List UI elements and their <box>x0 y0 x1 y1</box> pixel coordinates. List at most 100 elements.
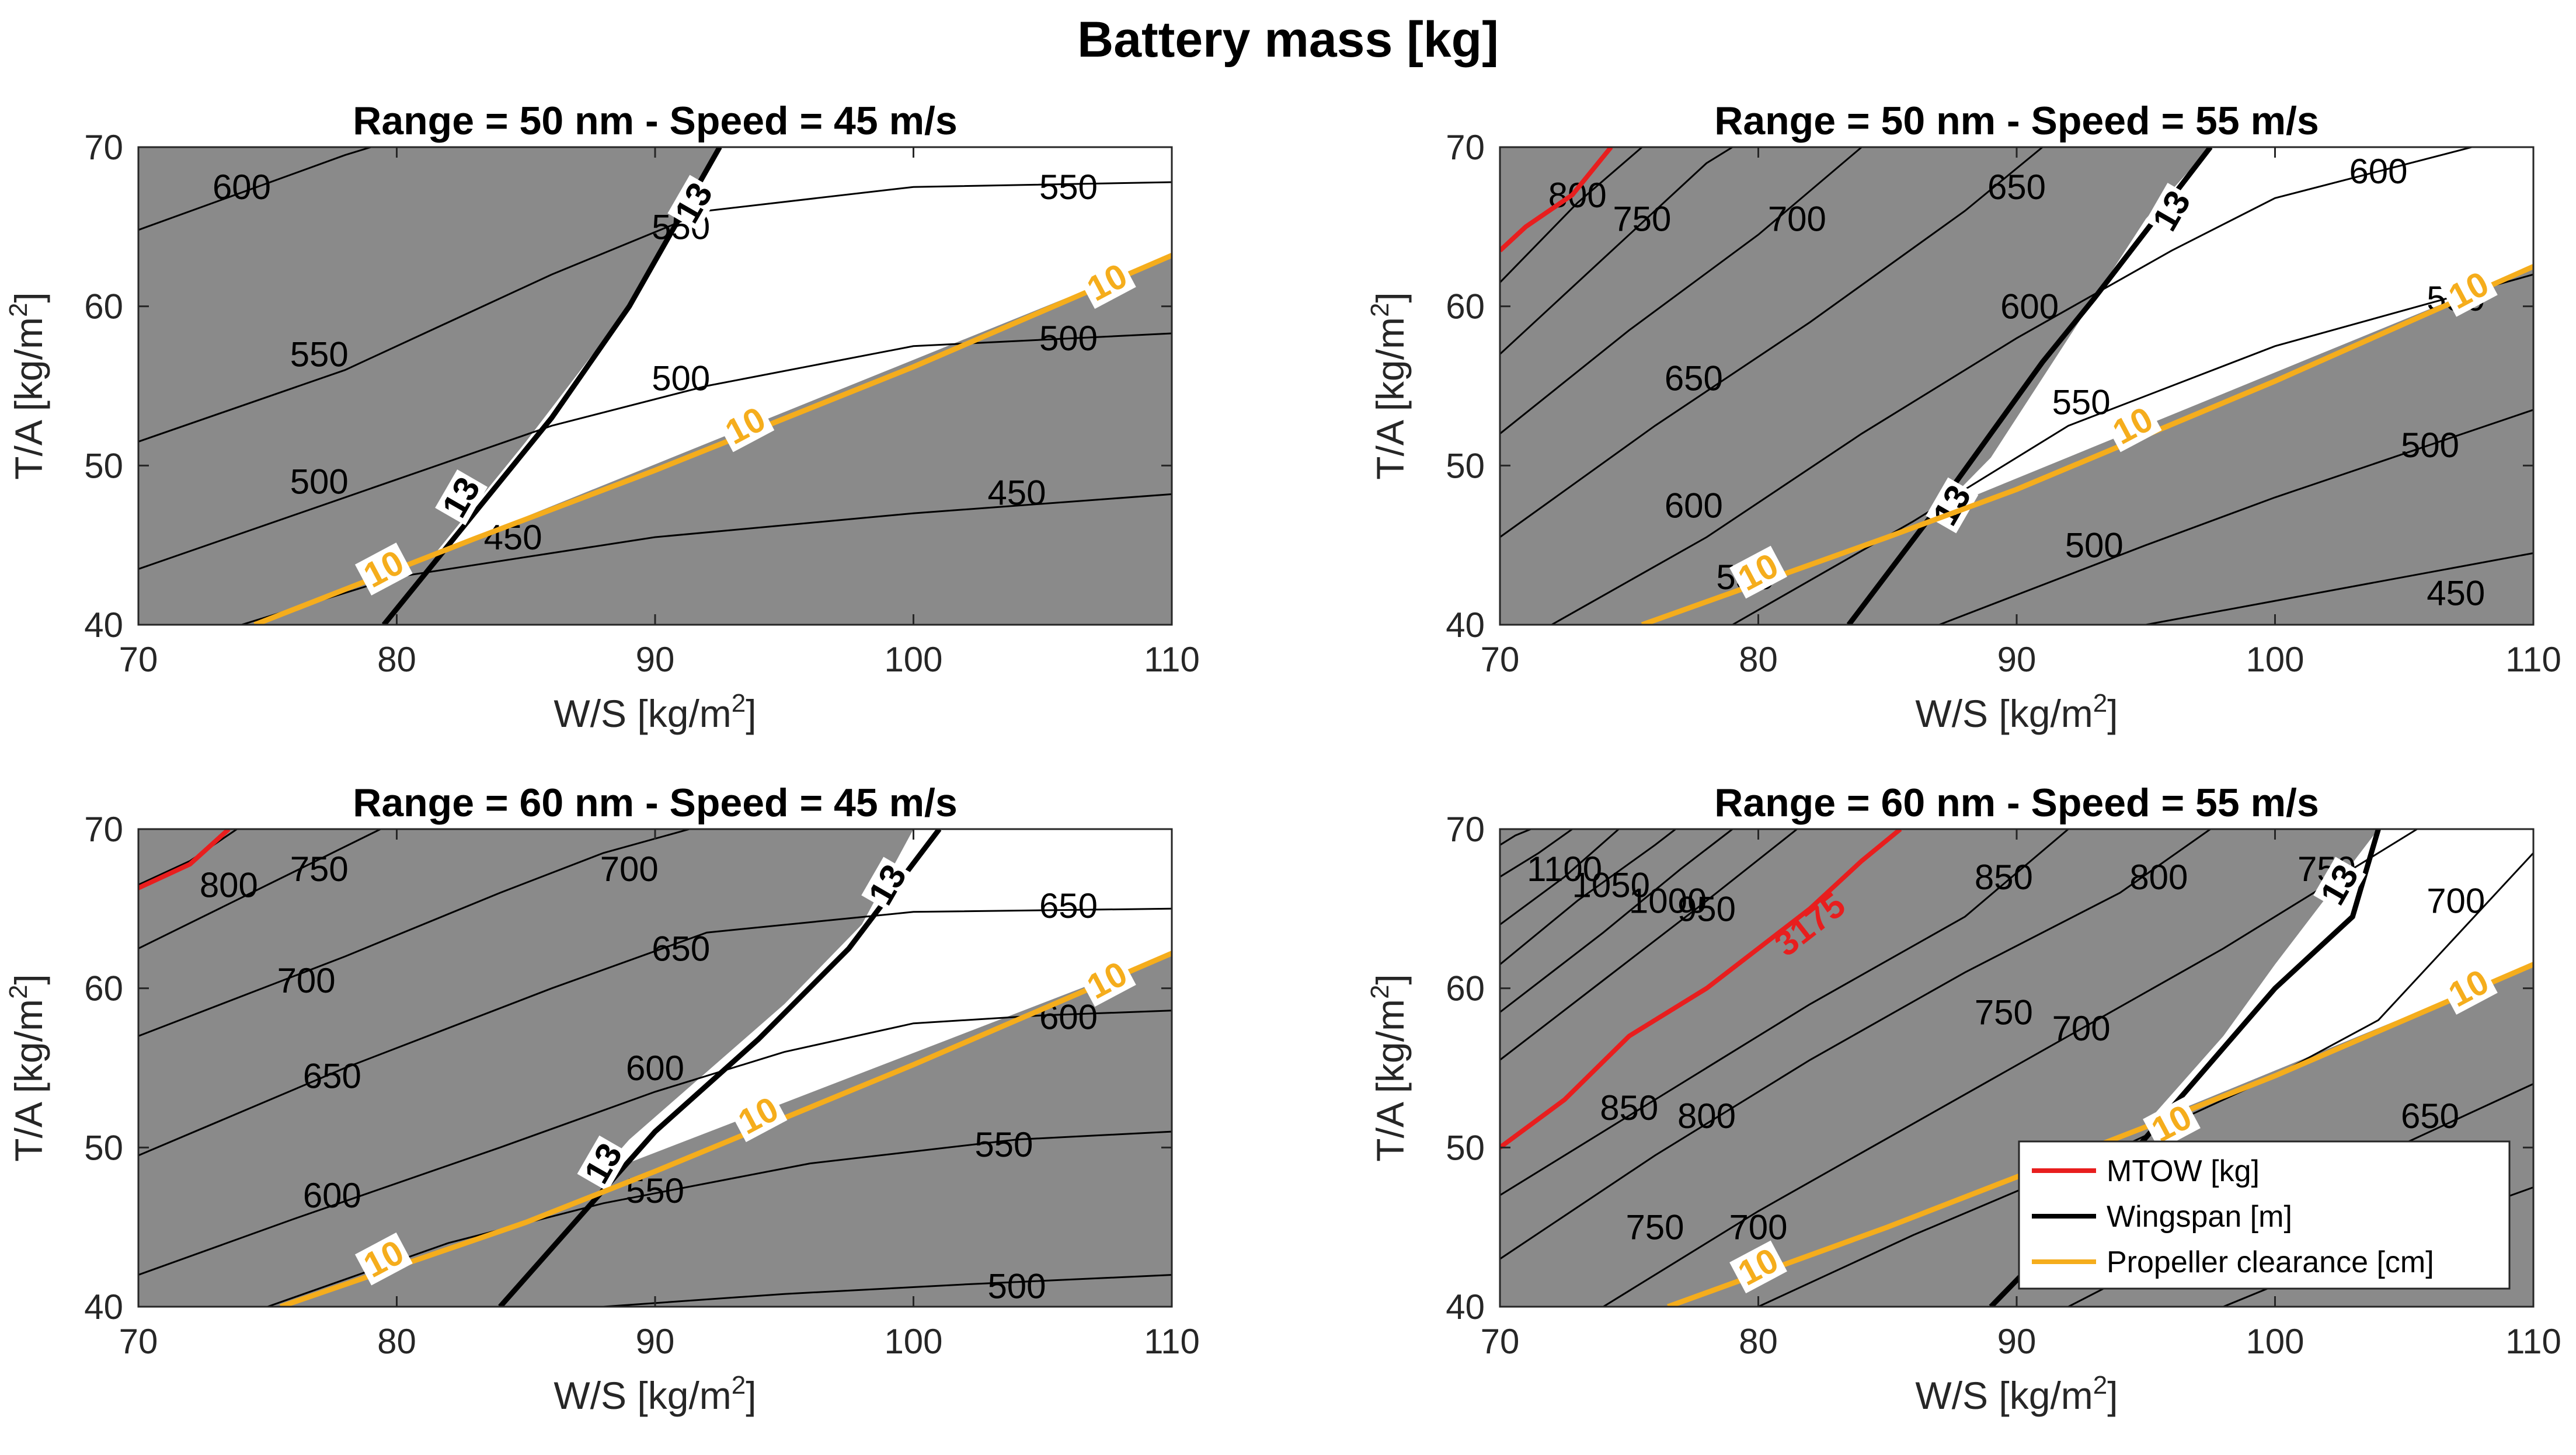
figure-title: Battery mass [kg] <box>1077 12 1499 68</box>
contour-label: 650 <box>1665 358 1723 398</box>
contour-label: 600 <box>303 1176 361 1215</box>
contour-label: 800 <box>200 865 258 904</box>
contour-label: 650 <box>1987 168 2046 207</box>
contour-label: 500 <box>2065 526 2124 565</box>
contour-line-800 <box>1500 147 1643 283</box>
contour-label: 650 <box>303 1057 361 1096</box>
contour-label: 550 <box>2052 382 2111 422</box>
contour-line-600 <box>138 147 374 231</box>
contour-line-800 <box>138 829 239 886</box>
contour-label: 450 <box>987 474 1046 513</box>
y-tick-label: 70 <box>84 128 123 167</box>
y-tick-label: 50 <box>1446 1128 1485 1167</box>
contour-label: 750 <box>290 850 349 889</box>
y-axis-label: T/A [kg/m2] <box>1366 292 1412 480</box>
contour-label: 500 <box>290 462 349 502</box>
panel-4: 6006507007007007507507508008008508509501… <box>1366 781 2561 1417</box>
wingspan-label-bg <box>2313 857 2366 913</box>
x-tick-label: 70 <box>119 1322 158 1361</box>
x-axis-label: W/S [kg/m2] <box>554 689 756 735</box>
contour-label: 550 <box>290 335 349 374</box>
y-axis-label: T/A [kg/m2] <box>4 292 50 480</box>
wingspan-label-bg <box>2145 183 2198 239</box>
contour-line-950 <box>1500 829 1798 1061</box>
contour-line-700 <box>1757 852 2533 1307</box>
x-tick-label: 90 <box>1997 1322 2037 1361</box>
contour-label: 650 <box>1039 886 1098 925</box>
feasible-region <box>1939 147 2533 510</box>
contour-label: 850 <box>1975 858 2033 897</box>
contour-line-500 <box>603 1274 1172 1307</box>
x-axis-label: W/S [kg/m2] <box>1915 1371 2118 1417</box>
x-tick-label: 100 <box>884 1322 942 1361</box>
contour-label: 800 <box>1548 176 1607 215</box>
contour-line-1050 <box>1500 829 1676 965</box>
contour-label: 800 <box>1677 1097 1736 1136</box>
y-axis-label: T/A [kg/m2] <box>1366 974 1412 1162</box>
x-axis-label: W/S [kg/m2] <box>1915 689 2118 735</box>
contour-line-600 <box>1551 147 2476 625</box>
contour-line-1000 <box>1500 829 1733 1013</box>
propeller-label-bg <box>2143 1097 2201 1150</box>
y-tick-label: 40 <box>1446 605 1485 645</box>
contour-label: 600 <box>213 168 271 207</box>
contour-line-1100 <box>1500 829 1620 925</box>
y-tick-label: 70 <box>84 810 123 849</box>
x-tick-label: 100 <box>884 640 942 679</box>
contour-line-850 <box>1500 829 2069 1196</box>
legend-label: MTOW [kg] <box>2107 1154 2260 1188</box>
contour-line-550 <box>138 181 1172 443</box>
y-tick-label: 60 <box>84 969 123 1008</box>
x-tick-label: 80 <box>1739 640 1778 679</box>
contour-label: 550 <box>974 1125 1033 1164</box>
wingspan-label-bg <box>861 857 914 913</box>
contour-line-500 <box>138 332 1172 570</box>
legend-box <box>2018 1140 2511 1290</box>
x-tick-label: 80 <box>377 640 416 679</box>
wingspan-label-bg <box>577 1135 630 1192</box>
contour-label: 750 <box>1975 993 2033 1032</box>
y-tick-label: 50 <box>84 1128 123 1167</box>
x-tick-label: 80 <box>377 1322 416 1361</box>
y-tick-label: 60 <box>1446 287 1485 326</box>
contour-label: 700 <box>2427 882 2485 921</box>
contour-label: 750 <box>1613 200 1671 239</box>
propeller-label-bg <box>716 399 775 452</box>
contour-label: 500 <box>652 358 710 398</box>
contour-label: 1000 <box>1629 882 1707 921</box>
x-tick-label: 70 <box>1481 1322 1520 1361</box>
contour-label: 950 <box>1677 889 1736 928</box>
contour-line-650 <box>1500 147 2044 538</box>
feasible-region <box>2146 829 2533 1124</box>
propeller-label-bg <box>354 542 413 596</box>
y-tick-label: 40 <box>1446 1287 1485 1327</box>
x-tick-label: 100 <box>2246 1322 2304 1361</box>
plot-area: 4505005005505505506006006006506507007508… <box>1500 147 2533 625</box>
mtow-line <box>1500 147 1613 253</box>
panel-2: 4505005005505505506006006006506507007508… <box>1366 99 2561 735</box>
panel-title: Range = 60 nm - Speed = 45 m/s <box>353 781 958 825</box>
contour-line-750 <box>138 829 383 949</box>
contour-label: 650 <box>2401 1097 2459 1136</box>
contour-label: 850 <box>1600 1088 1658 1127</box>
contour-line-700 <box>1500 147 1863 434</box>
panel-title: Range = 50 nm - Speed = 45 m/s <box>353 99 958 143</box>
wingspan-label-bg <box>435 469 488 525</box>
contour-label: 700 <box>1768 200 1826 239</box>
y-tick-label: 40 <box>84 1287 123 1327</box>
y-tick-label: 40 <box>84 605 123 645</box>
contour-label: 700 <box>277 961 336 1000</box>
plot-area: 6006507007007007507507508008008508509501… <box>1500 829 2533 1307</box>
x-tick-label: 90 <box>1997 640 2037 679</box>
x-tick-label: 90 <box>636 640 675 679</box>
wingspan-line <box>498 829 942 1307</box>
contour-line-unlabeled-10 <box>1500 829 1573 878</box>
propeller-label-bg <box>2439 264 2498 317</box>
feasible-region <box>598 829 1172 1175</box>
legend-label: Wingspan [m] <box>2107 1200 2292 1234</box>
propeller-clearance-line <box>279 951 1172 1307</box>
x-tick-label: 70 <box>119 640 158 679</box>
x-tick-label: 70 <box>1481 640 1520 679</box>
contour-label: 500 <box>1039 319 1098 358</box>
